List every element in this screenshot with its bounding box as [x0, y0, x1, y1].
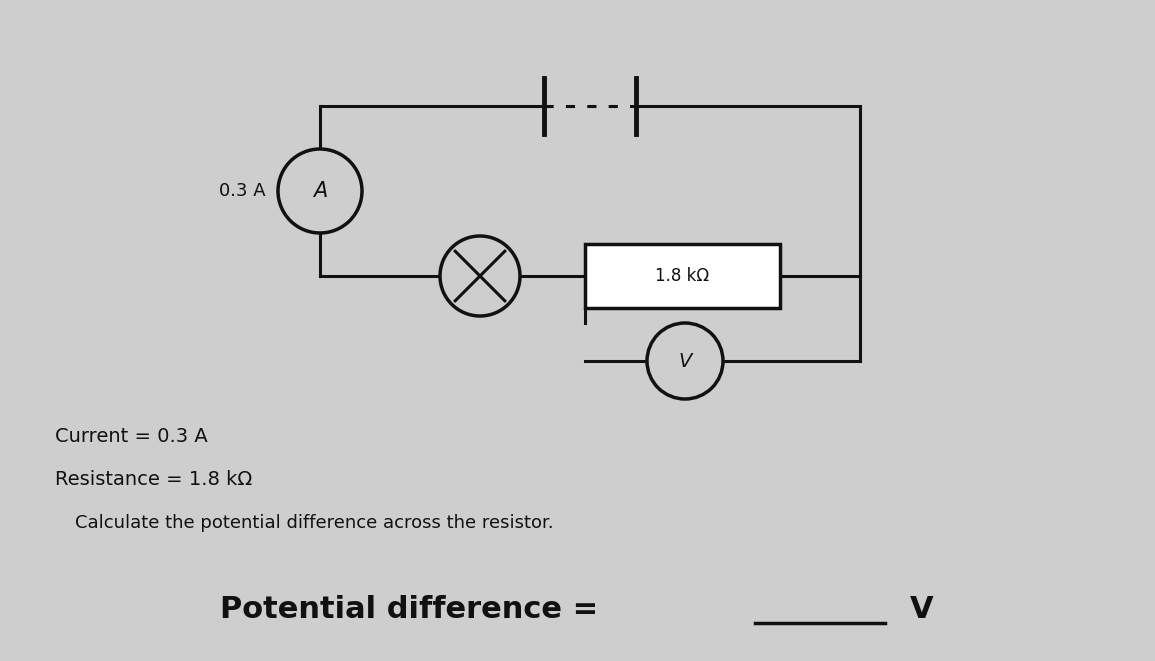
Text: Potential difference =: Potential difference = — [219, 594, 609, 623]
FancyBboxPatch shape — [584, 244, 780, 308]
Text: Current = 0.3 A: Current = 0.3 A — [55, 427, 208, 446]
Text: V: V — [678, 352, 692, 371]
Text: A: A — [313, 181, 327, 201]
Text: 1.8 kΩ: 1.8 kΩ — [655, 267, 709, 285]
Circle shape — [440, 236, 520, 316]
Text: Resistance = 1.8 kΩ: Resistance = 1.8 kΩ — [55, 470, 252, 489]
Circle shape — [278, 149, 362, 233]
Text: V: V — [910, 594, 933, 623]
Text: Calculate the potential difference across the resistor.: Calculate the potential difference acros… — [75, 514, 553, 532]
Text: 0.3 A: 0.3 A — [219, 182, 266, 200]
Circle shape — [647, 323, 723, 399]
